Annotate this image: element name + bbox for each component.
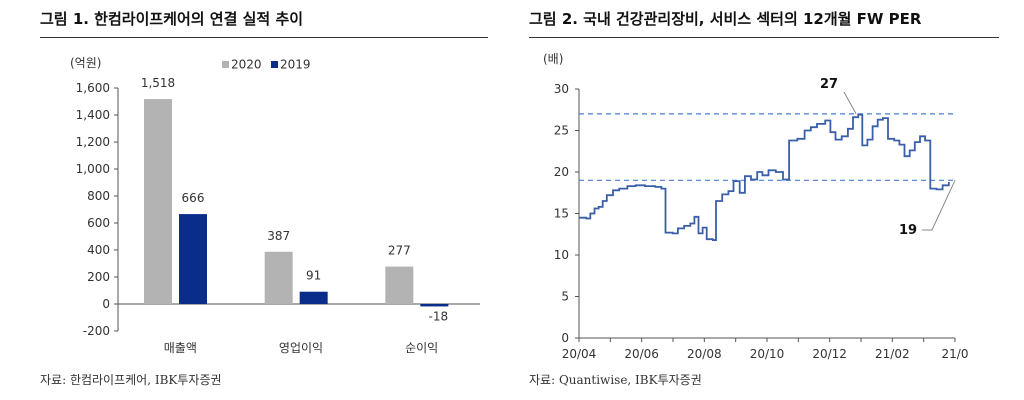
y-tick-label: 25 <box>554 124 569 138</box>
y-tick-label: 0 <box>102 297 110 311</box>
y-axis-unit: (배) <box>543 52 563 66</box>
annotation-max: 27 <box>820 77 838 92</box>
y-tick-label: 1,000 <box>76 162 110 176</box>
data-label: 277 <box>388 244 411 258</box>
x-tick-label: 20/08 <box>687 347 722 361</box>
data-label: 91 <box>306 269 321 283</box>
x-tick-label: 20/12 <box>812 347 847 361</box>
chart-title: 그림 2. 국내 건강관리장비, 서비스 섹터의 12개월 FW PER <box>529 10 922 28</box>
y-tick-label: -200 <box>83 324 110 338</box>
annotation-current: 19 <box>899 223 917 238</box>
data-label: -18 <box>429 309 449 323</box>
y-tick-label: 400 <box>87 243 110 257</box>
chart-title: 그림 1. 한컴라이프케어의 연결 실적 추이 <box>40 10 304 28</box>
legend-swatch-2020 <box>222 61 229 68</box>
y-tick-label: 800 <box>87 189 110 203</box>
data-label: 1,518 <box>141 76 175 90</box>
y-tick-label: 1,600 <box>76 81 110 95</box>
x-tick-label: 21/02 <box>875 347 910 361</box>
x-tick-label: 20/06 <box>624 347 659 361</box>
chart-source: 자료: Quantiwise, IBK투자증권 <box>529 373 702 387</box>
y-tick-label: 0 <box>561 331 569 345</box>
x-tick-label: 20/04 <box>562 347 597 361</box>
bar-2019-3 <box>420 304 449 307</box>
y-tick-label: 30 <box>554 82 569 96</box>
bar-2020-3 <box>385 266 414 304</box>
line-chart: (배) 0 5 10 15 20 25 30 20/04 20/06 20/08 20/10 20/12… <box>543 52 969 361</box>
legend-label-2019: 2019 <box>280 58 311 72</box>
legend-swatch-2019 <box>271 61 278 68</box>
y-tick-label: 10 <box>554 248 569 262</box>
y-tick-label: 600 <box>87 216 110 230</box>
y-tick-label: 1,400 <box>76 108 110 122</box>
x-tick-label: 21/0 <box>942 347 969 361</box>
annotation-leader <box>843 91 857 115</box>
panel-sector-per: 그림 2. 국내 건강관리장비, 서비스 섹터의 12개월 FW PER (배)… <box>512 0 1024 400</box>
y-tick-label: 1,200 <box>76 135 110 149</box>
bar-2019-1 <box>179 214 207 304</box>
chart-source: 자료: 한컴라이프케어, IBK투자증권 <box>40 373 222 387</box>
x-tick-label: 20/10 <box>750 347 785 361</box>
y-tick-label: 5 <box>561 290 569 304</box>
title-divider <box>40 37 488 38</box>
x-category-label: 매출액 <box>164 341 197 355</box>
panel-company-results: 그림 1. 한컴라이프케어의 연결 실적 추이 (억원) 2020 2019 -200… <box>0 0 500 400</box>
annotation-leader <box>922 180 956 231</box>
legend-label-2020: 2020 <box>231 58 262 72</box>
data-label: 666 <box>182 191 205 205</box>
bar-2020-1 <box>144 99 172 304</box>
data-label: 387 <box>267 229 290 243</box>
y-tick-label: 20 <box>554 165 569 179</box>
y-tick-label: 15 <box>554 207 569 221</box>
per-line <box>579 113 950 241</box>
bar-2019-2 <box>299 291 328 304</box>
y-tick-label: 200 <box>87 270 110 284</box>
x-category-label: 순이익 <box>405 341 438 355</box>
y-axis-unit: (억원) <box>70 56 101 70</box>
title-divider <box>529 37 999 38</box>
bar-2020-2 <box>264 251 293 304</box>
bar-chart: (억원) 2020 2019 -200 0 200 400 600 800 1,000 1,200 1… <box>70 56 480 355</box>
x-category-label: 영업이익 <box>279 341 323 355</box>
